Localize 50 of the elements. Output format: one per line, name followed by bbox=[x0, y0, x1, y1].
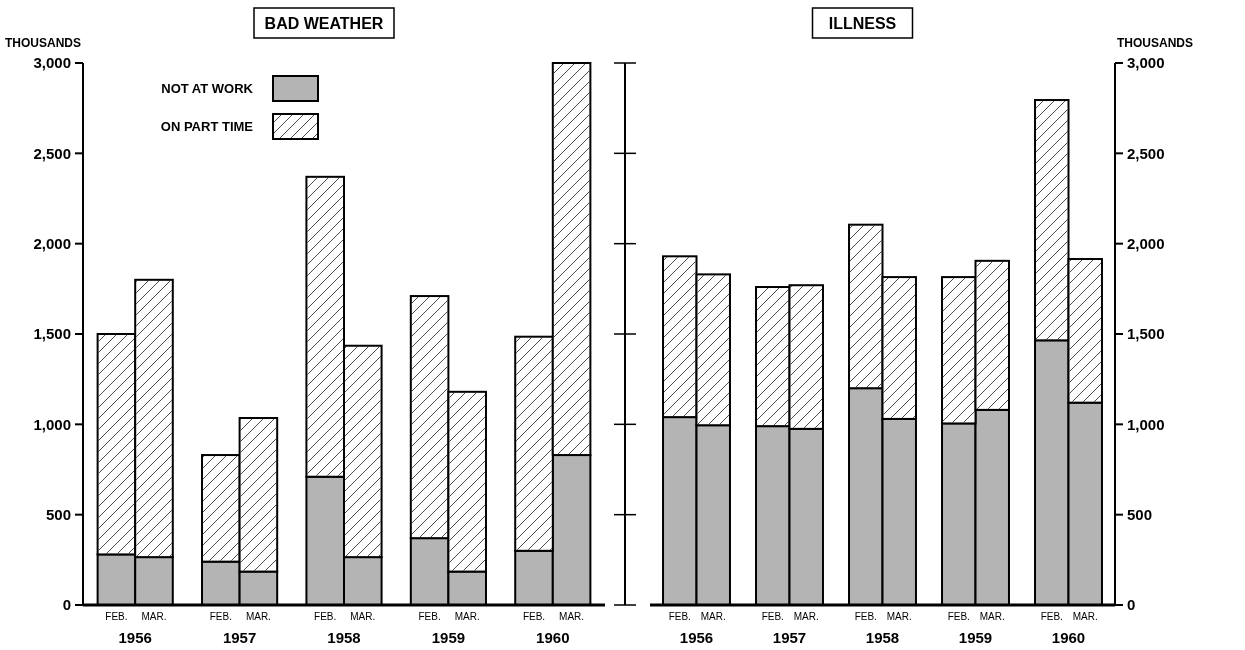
x-tick-label: FEB. bbox=[1040, 611, 1063, 622]
x-tick-label: FEB. bbox=[947, 611, 970, 622]
x-tick-label: MAR. bbox=[793, 611, 819, 622]
x-tick-label: MAR. bbox=[559, 611, 585, 622]
text: 1957 bbox=[772, 629, 807, 646]
y-tick-label: 0 bbox=[62, 596, 71, 614]
y-tick-label: 1,500 bbox=[33, 325, 71, 343]
legend-label: ON PART TIME bbox=[160, 118, 254, 134]
x-tick-label: MAR. bbox=[141, 611, 167, 622]
text: 1960 bbox=[1051, 629, 1086, 646]
text: 1959 bbox=[958, 629, 993, 646]
x-tick-label: FEB. bbox=[522, 611, 546, 622]
x-tick-label: FEB. bbox=[668, 611, 691, 622]
x-tick-label: MAR. bbox=[245, 611, 271, 622]
x-tick-label: FEB. bbox=[105, 611, 128, 622]
text: 1956 bbox=[118, 629, 152, 646]
text: 1959 bbox=[431, 629, 466, 646]
x-tick-label: MAR. bbox=[700, 611, 726, 622]
y-tick-label: 2,000 bbox=[33, 234, 71, 252]
y-tick-label: 3,000 bbox=[33, 54, 71, 72]
y-axis-title: THOUSANDS bbox=[1116, 36, 1194, 50]
y-tick-label: 1,000 bbox=[33, 415, 71, 433]
chart-title: ILLNESS bbox=[828, 14, 897, 32]
x-tick-label: FEB. bbox=[314, 611, 337, 622]
x-tick-label: MAR. bbox=[454, 611, 480, 622]
y-tick-label: 2,500 bbox=[33, 144, 71, 162]
text: 1957 bbox=[222, 629, 257, 646]
x-tick-label: FEB. bbox=[761, 611, 784, 622]
y-tick-label: 500 bbox=[45, 505, 71, 523]
chart-title: BAD WEATHER bbox=[264, 14, 384, 32]
x-tick-label: FEB. bbox=[854, 611, 877, 622]
x-tick-label: MAR. bbox=[1072, 611, 1098, 622]
text: 1960 bbox=[536, 629, 570, 646]
x-tick-label: MAR. bbox=[350, 611, 376, 622]
text: 1956 bbox=[679, 629, 714, 646]
text: 1958 bbox=[327, 629, 361, 646]
y-tick-label: 2,500 bbox=[1127, 144, 1165, 162]
y-tick-label: 0 bbox=[1127, 596, 1136, 614]
y-tick-label: 500 bbox=[1127, 505, 1153, 523]
x-tick-label: FEB. bbox=[418, 611, 441, 622]
legend-label: NOT AT WORK bbox=[161, 80, 254, 96]
y-tick-label: 3,000 bbox=[1127, 54, 1165, 72]
y-tick-label: 1,500 bbox=[1127, 325, 1165, 343]
text: 1958 bbox=[865, 629, 900, 646]
x-tick-label: MAR. bbox=[886, 611, 912, 622]
y-axis-title: THOUSANDS bbox=[4, 36, 82, 50]
y-tick-label: 1,000 bbox=[1127, 415, 1165, 433]
x-tick-label: MAR. bbox=[979, 611, 1005, 622]
y-tick-label: 2,000 bbox=[1127, 234, 1165, 252]
x-tick-label: FEB. bbox=[209, 611, 232, 622]
